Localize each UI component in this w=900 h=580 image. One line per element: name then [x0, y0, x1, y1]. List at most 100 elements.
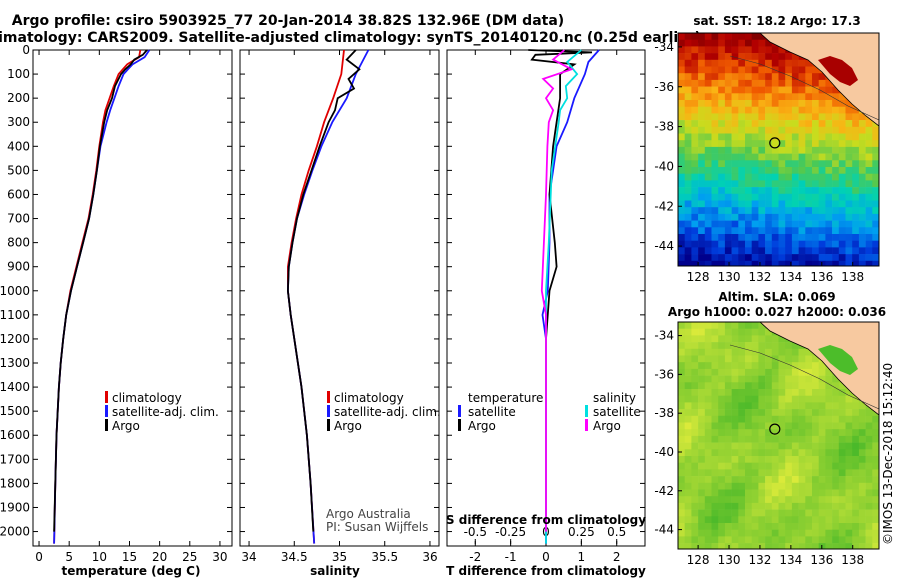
- salinity-x-ticks: 34 34.5 35 35.5 36: [241, 50, 438, 564]
- map-cell: [691, 395, 699, 403]
- map-cell: [718, 180, 726, 188]
- map-cell: [771, 516, 779, 524]
- map-cell: [758, 53, 766, 61]
- map-cell: [805, 113, 813, 121]
- map-cell: [684, 200, 692, 208]
- map-cell: [718, 389, 726, 396]
- map-cell: [771, 509, 779, 517]
- map-cell: [818, 395, 826, 403]
- map-cell: [825, 240, 833, 248]
- map-cell: [805, 167, 813, 174]
- sst-map-y-ticks: -34-36-38-40-42-44: [654, 40, 682, 253]
- map-cell: [724, 133, 732, 141]
- map-cell: [698, 234, 706, 241]
- map-cell: [745, 409, 752, 417]
- map-cell: [698, 529, 706, 537]
- map-cell: [785, 227, 793, 235]
- map-cell: [718, 100, 726, 107]
- map-cell: [704, 180, 712, 188]
- map-cell: [838, 167, 846, 174]
- map-cell: [751, 389, 759, 396]
- map-cell: [698, 362, 706, 370]
- map-cell: [778, 368, 786, 376]
- map-cell: [718, 328, 726, 336]
- map-cell: [745, 53, 752, 61]
- map-cell: [825, 402, 833, 410]
- sla-map-frame: [677, 321, 880, 550]
- map-cell: [711, 489, 719, 497]
- map-cell: [778, 449, 786, 457]
- map-cell: [771, 173, 779, 181]
- map-cell: [852, 543, 860, 549]
- map-cell: [678, 529, 685, 537]
- map-cell: [704, 442, 712, 450]
- map-cell: [698, 449, 706, 457]
- map-cell: [825, 213, 833, 221]
- map-cell: [838, 476, 846, 484]
- map-cell: [704, 543, 712, 549]
- map-cell: [852, 529, 860, 537]
- map-cell: [678, 227, 685, 235]
- sst-land-australia: [759, 33, 879, 127]
- map-cell: [698, 543, 706, 549]
- map-cell: [798, 422, 806, 430]
- map-cell: [745, 254, 752, 262]
- x-tick-label: 2: [613, 550, 621, 564]
- map-cell: [738, 33, 746, 40]
- map-cell: [765, 402, 773, 410]
- map-cell: [724, 502, 732, 510]
- map-y-tick-label: -42: [654, 484, 674, 498]
- map-cell: [858, 516, 866, 524]
- map-cell: [812, 449, 819, 457]
- sst-map-x-ticks: 128 130 132 134 136 138: [687, 262, 864, 284]
- map-cell: [765, 146, 773, 154]
- map-cell: [718, 146, 726, 154]
- map-cell: [798, 389, 806, 396]
- map-cell: [818, 133, 826, 141]
- map-cell: [718, 422, 726, 430]
- map-cell: [818, 140, 826, 148]
- map-cell: [825, 220, 833, 228]
- map-cell: [731, 220, 739, 228]
- salinity-diff-legend: salinity satellite Argo: [585, 391, 641, 433]
- map-cell: [771, 200, 779, 208]
- map-cell: [738, 193, 746, 201]
- map-cell: [798, 140, 806, 148]
- map-cell: [805, 502, 813, 510]
- map-cell: [745, 422, 752, 430]
- map-cell: [758, 153, 766, 161]
- map-cell: [731, 543, 739, 549]
- map-cell: [711, 509, 719, 517]
- map-cell: [758, 193, 766, 201]
- map-cell: [731, 516, 739, 524]
- map-y-tick-label: -42: [654, 199, 674, 213]
- map-cell: [704, 402, 712, 410]
- map-cell: [765, 368, 773, 376]
- map-cell: [704, 409, 712, 417]
- map-cell: [731, 375, 739, 383]
- map-cell: [711, 234, 719, 241]
- map-cell: [852, 402, 860, 410]
- map-cell: [704, 73, 712, 81]
- map-cell: [818, 502, 826, 510]
- map-cell: [751, 213, 759, 221]
- map-cell: [832, 106, 840, 114]
- map-cell: [698, 375, 706, 383]
- map-cell: [805, 234, 813, 241]
- map-cell: [738, 415, 746, 423]
- map-cell: [858, 207, 866, 215]
- map-cell: [704, 59, 712, 67]
- map-cell: [852, 234, 860, 241]
- map-cell: [838, 146, 846, 154]
- map-cell: [758, 402, 766, 410]
- map-cell: [758, 509, 766, 517]
- map-cell: [724, 234, 732, 241]
- map-cell: [838, 395, 846, 403]
- map-cell: [798, 502, 806, 510]
- map-cell: [765, 193, 773, 201]
- legend-label-satellite: satellite-adj. clim.: [334, 405, 441, 419]
- map-cell: [684, 173, 692, 181]
- map-cell: [865, 462, 873, 470]
- legend-label-climatology: climatology: [112, 391, 182, 405]
- map-cell: [724, 375, 732, 383]
